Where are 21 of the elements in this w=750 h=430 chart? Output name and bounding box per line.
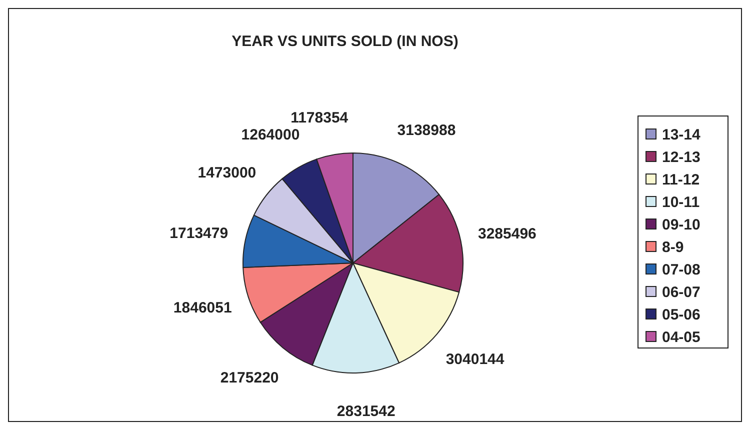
data-label: 1473000: [198, 164, 256, 182]
legend-label: 11-12: [662, 171, 700, 188]
legend-label: 06-07: [662, 284, 700, 301]
data-label: 1846051: [173, 300, 232, 317]
chart-title: YEAR VS UNITS SOLD (IN NOS): [232, 33, 458, 50]
data-label: 2175220: [220, 369, 279, 386]
legend-label: 04-05: [662, 328, 700, 346]
data-label: 3040144: [446, 351, 505, 368]
data-label: 2831542: [336, 403, 396, 420]
data-label: 3138988: [397, 122, 456, 139]
legend-label: 12-13: [662, 148, 700, 166]
data-label: 1178354: [290, 109, 349, 126]
legend-label: 05-06: [662, 306, 700, 324]
data-label: 3285496: [478, 226, 536, 243]
legend-label: 09-10: [662, 216, 700, 234]
legend-label: 07-08: [662, 261, 700, 278]
data-label: 1713479: [170, 225, 228, 242]
data-label: 1264000: [241, 126, 300, 144]
legend-label: 13-14: [662, 126, 702, 144]
legend-label: 10-11: [662, 194, 700, 211]
legend-label: 8-9: [662, 238, 684, 256]
